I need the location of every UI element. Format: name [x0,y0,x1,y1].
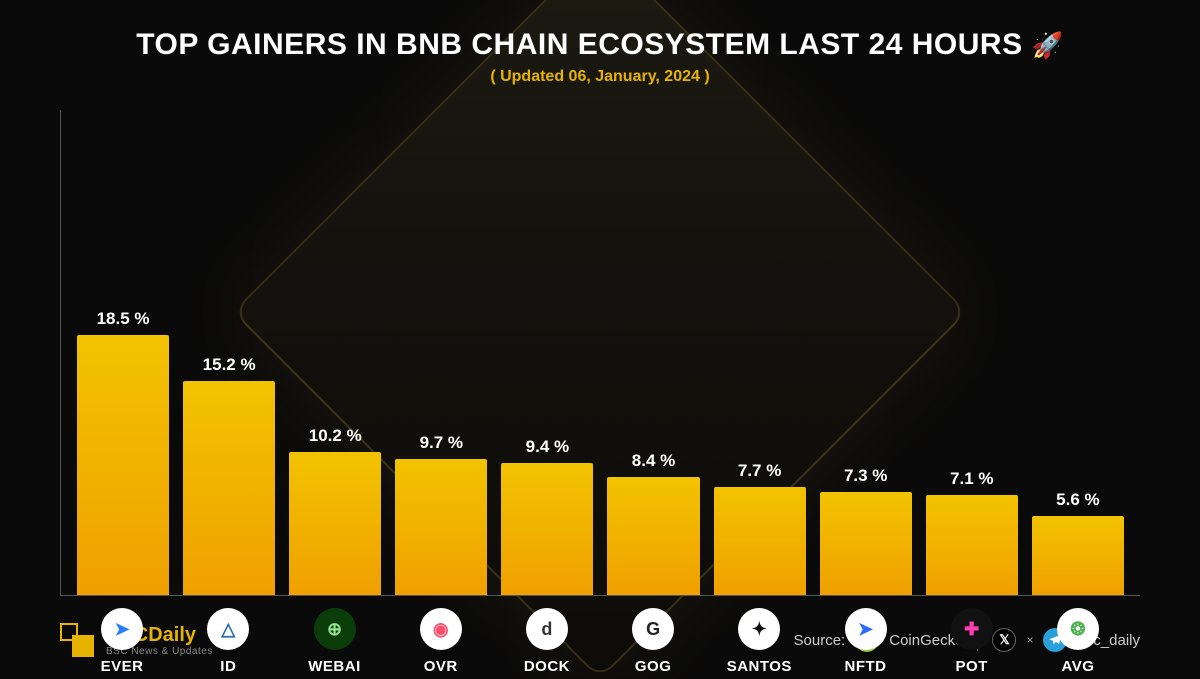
coin-icon: ⊕ [314,608,356,650]
x-item-ovr: ◉ OVR [395,608,487,675]
subtitle: ( Updated 06, January, 2024 ) [60,68,1140,86]
coin-icon: ✦ [738,608,780,650]
coin-symbol: WEBAI [308,658,361,675]
bar-id: 15.2 % [183,355,275,595]
bar-nftd: 7.3 % [820,466,912,595]
coin-symbol: AVG [1061,658,1094,675]
x-item-dock: d DOCK [501,608,593,675]
bar-pot: 7.1 % [926,469,1018,595]
bar-value-label: 8.4 % [632,451,675,471]
x-item-gog: G GOG [607,608,699,675]
coin-icon: d [526,608,568,650]
x-item-ever: ➤ EVER [76,608,168,675]
coin-symbol: SANTOS [727,658,792,675]
x-item-avg: ❂ AVG [1032,608,1124,675]
bar-value-label: 9.7 % [420,433,463,453]
bar-value-label: 7.1 % [950,469,993,489]
bar-rect [183,381,275,595]
coin-icon: ◉ [420,608,462,650]
bar-value-label: 7.3 % [844,466,887,486]
bar-rect [714,487,806,595]
bar-avg: 5.6 % [1032,490,1124,595]
bar-santos: 7.7 % [714,461,806,595]
bar-ever: 18.5 % [77,309,169,595]
title-text: TOP GAINERS IN BNB CHAIN ECOSYSTEM LAST … [136,28,1022,61]
bar-gog: 8.4 % [607,451,699,595]
bar-ovr: 9.7 % [395,433,487,595]
coin-icon: G [632,608,674,650]
coin-icon: ➤ [101,608,143,650]
bar-value-label: 18.5 % [97,309,150,329]
content-container: TOP GAINERS IN BNB CHAIN ECOSYSTEM LAST … [0,0,1200,675]
bar-value-label: 9.4 % [526,437,569,457]
coin-icon: ✚ [951,608,993,650]
rocket-icon: 🚀 [1031,32,1063,60]
bar-value-label: 7.7 % [738,461,781,481]
coin-symbol: OVR [424,658,458,675]
coin-icon: ➤ [845,608,887,650]
bar-webai: 10.2 % [289,426,381,595]
coin-symbol: GOG [635,658,672,675]
bar-rect [395,459,487,595]
x-item-webai: ⊕ WEBAI [288,608,380,675]
coin-symbol: EVER [101,658,144,675]
x-item-santos: ✦ SANTOS [713,608,805,675]
x-item-nftd: ➤ NFTD [819,608,911,675]
bar-rect [1032,516,1124,595]
coin-icon: △ [207,608,249,650]
x-item-id: △ ID [182,608,274,675]
coin-symbol: POT [956,658,988,675]
bar-rect [289,452,381,595]
bar-rect [77,335,169,595]
bar-value-label: 10.2 % [309,426,362,446]
coin-icon: ❂ [1057,608,1099,650]
coin-symbol: NFTD [845,658,887,675]
x-item-pot: ✚ POT [926,608,1018,675]
bar-rect [607,477,699,595]
bar-value-label: 15.2 % [203,355,256,375]
page-title: TOP GAINERS IN BNB CHAIN ECOSYSTEM LAST … [60,28,1140,62]
coin-symbol: DOCK [524,658,570,675]
bar-value-label: 5.6 % [1056,490,1099,510]
bar-rect [820,492,912,595]
bar-rect [501,463,593,595]
gainers-bar-chart: 18.5 % 15.2 % 10.2 % 9.7 % 9.4 % 8.4 % 7.7 % 7.… [60,110,1140,596]
coin-symbol: ID [220,658,236,675]
bar-dock: 9.4 % [501,437,593,595]
chart-x-axis: ➤ EVER △ ID ⊕ WEBAI ◉ OVR d DOCK G GOG ✦ SANTOS ➤ NFTD ✚… [60,596,1140,675]
bar-rect [926,495,1018,595]
